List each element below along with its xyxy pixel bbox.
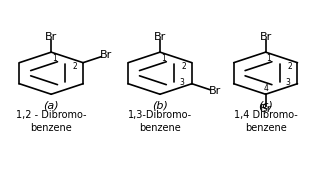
Text: 1,2 - Dibromo-
benzene: 1,2 - Dibromo- benzene [16, 111, 86, 133]
Text: 1,3-Dibromo-
benzene: 1,3-Dibromo- benzene [128, 111, 192, 133]
Text: Br: Br [100, 50, 112, 60]
Text: 1: 1 [52, 54, 57, 63]
Text: Br: Br [260, 104, 272, 114]
Text: Br: Br [45, 32, 57, 42]
Text: 4: 4 [263, 84, 268, 93]
Text: 1,4 Dibromo-
benzene: 1,4 Dibromo- benzene [234, 111, 298, 133]
Text: Br: Br [154, 32, 166, 42]
Text: 2: 2 [287, 62, 292, 72]
Text: 2: 2 [73, 62, 77, 72]
Text: 2: 2 [181, 62, 186, 72]
Text: (b): (b) [152, 100, 168, 110]
Text: 1: 1 [161, 54, 165, 63]
Text: (c): (c) [258, 100, 273, 110]
Text: 3: 3 [180, 78, 185, 87]
Text: Br: Br [260, 32, 272, 42]
Text: 3: 3 [285, 78, 290, 87]
Text: (a): (a) [44, 100, 59, 110]
Text: 1: 1 [267, 54, 271, 63]
Text: Br: Br [209, 86, 221, 96]
